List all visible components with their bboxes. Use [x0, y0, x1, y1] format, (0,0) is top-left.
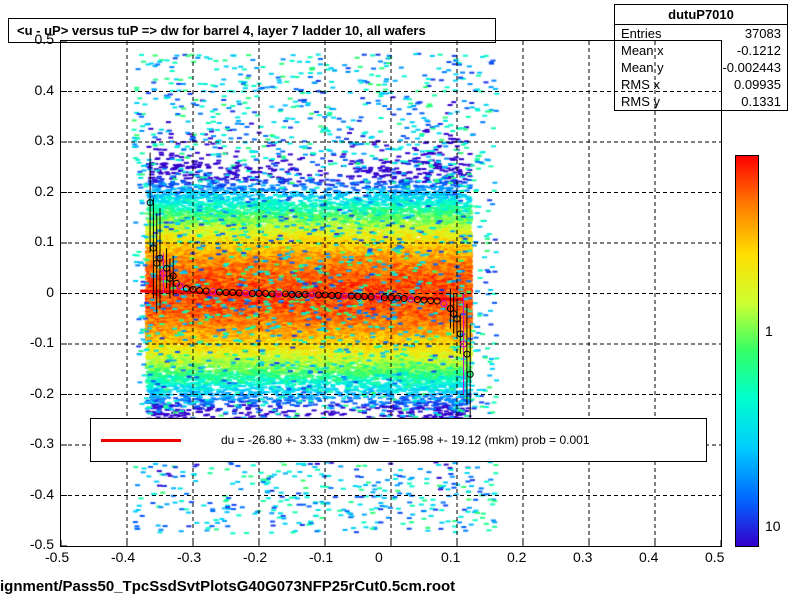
x-tick-label: 0.1 — [441, 549, 460, 565]
y-tick-label: -0.4 — [30, 486, 54, 502]
stats-value: 37083 — [745, 26, 781, 41]
y-tick-label: 0.3 — [35, 132, 54, 148]
y-tick-label: 0.1 — [35, 233, 54, 249]
x-tick-label: -0.5 — [45, 549, 69, 565]
colorbar-label: 10 — [765, 518, 781, 534]
stats-value: -0.002443 — [722, 60, 781, 75]
color-bar — [735, 155, 759, 547]
stats-value: 0.09935 — [734, 77, 781, 92]
stats-name: dutuP7010 — [615, 5, 787, 25]
y-tick-label: -0.1 — [30, 334, 54, 350]
stats-value: -0.1212 — [737, 43, 781, 58]
x-tick-label: -0.3 — [177, 549, 201, 565]
y-tick-label: 0.5 — [35, 31, 54, 47]
fit-result-box: du = -26.80 +- 3.33 (mkm) dw = -165.98 +… — [90, 418, 707, 462]
y-tick-label: -0.3 — [30, 435, 54, 451]
x-tick-label: -0.2 — [243, 549, 267, 565]
y-tick-label: 0.2 — [35, 183, 54, 199]
plot-area — [60, 40, 722, 547]
fit-line-sample — [101, 439, 181, 442]
x-tick-label: -0.4 — [111, 549, 135, 565]
x-tick-label: 0 — [375, 549, 383, 565]
stats-value: 0.1331 — [741, 94, 781, 109]
footer-filename: ignment/Pass50_TpcSsdSvtPlotsG40G073NFP2… — [0, 578, 455, 595]
x-tick-label: 0.5 — [705, 549, 724, 565]
stats-label: Entries — [621, 26, 661, 41]
footer-text: ignment/Pass50_TpcSsdSvtPlotsG40G073NFP2… — [0, 578, 455, 595]
x-tick-label: 0.4 — [639, 549, 658, 565]
x-tick-label: 0.2 — [507, 549, 526, 565]
overlay-svg — [61, 41, 721, 546]
x-tick-label: -0.1 — [309, 549, 333, 565]
x-tick-label: 0.3 — [573, 549, 592, 565]
plot-title: <u - uP> versus tuP => dw for barrel 4, … — [17, 23, 426, 38]
y-tick-label: 0.4 — [35, 82, 54, 98]
colorbar-label: 1 — [765, 323, 773, 339]
fit-text: du = -26.80 +- 3.33 (mkm) dw = -165.98 +… — [221, 433, 590, 447]
y-tick-label: 0 — [46, 284, 54, 300]
y-tick-label: -0.2 — [30, 385, 54, 401]
